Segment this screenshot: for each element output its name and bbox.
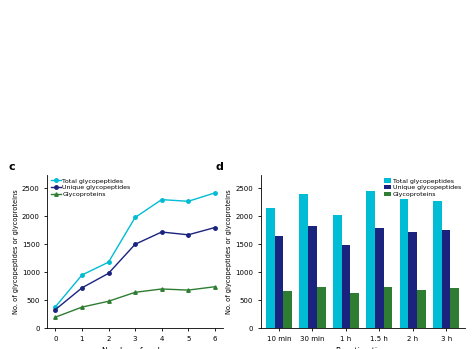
Bar [450, 288, 459, 328]
Glycoproteins [53, 315, 58, 319]
Glycoproteins [185, 288, 191, 292]
Bar [409, 232, 417, 328]
Total glycopeptides [79, 273, 85, 277]
Bar [300, 194, 308, 328]
Unique glycopeptides [53, 307, 58, 312]
Glycoproteins [106, 299, 111, 303]
Unique glycopeptides [132, 242, 138, 246]
Total glycopeptides [185, 199, 191, 203]
Glycoproteins [132, 290, 138, 295]
Glycoproteins [159, 287, 164, 291]
Bar [333, 215, 342, 328]
X-axis label: Reaction time: Reaction time [336, 347, 389, 349]
Bar [417, 290, 426, 328]
Glycoproteins [79, 305, 85, 309]
Bar [433, 201, 442, 328]
Bar [317, 287, 326, 328]
Legend: Total glycopeptides, Unique glycopeptides, Glycoproteins: Total glycopeptides, Unique glycopeptide… [51, 178, 131, 198]
Total glycopeptides [106, 260, 111, 264]
Unique glycopeptides [185, 233, 191, 237]
Line: Glycoproteins: Glycoproteins [54, 285, 217, 319]
Bar [342, 245, 350, 328]
Unique glycopeptides [159, 230, 164, 234]
Y-axis label: No. of glycopeptides or glycoproteins: No. of glycopeptides or glycoproteins [226, 189, 232, 314]
Y-axis label: No. of glycopeptides or glycoproteins: No. of glycopeptides or glycoproteins [13, 189, 19, 314]
Bar [283, 291, 292, 328]
Unique glycopeptides [106, 271, 111, 275]
Text: c: c [9, 162, 16, 172]
Bar [266, 208, 275, 328]
Total glycopeptides [53, 305, 58, 309]
Total glycopeptides [212, 191, 218, 195]
Bar [383, 287, 392, 328]
X-axis label: Number of cycles: Number of cycles [102, 347, 168, 349]
Unique glycopeptides [212, 225, 218, 230]
Bar [308, 227, 317, 328]
Legend: Total glycopeptides, Unique glycopeptides, Glycoproteins: Total glycopeptides, Unique glycopeptide… [384, 178, 461, 198]
Bar [400, 199, 409, 328]
Total glycopeptides [132, 215, 138, 220]
Bar [350, 294, 359, 328]
Glycoproteins [212, 285, 218, 289]
Text: d: d [216, 162, 224, 172]
Bar [442, 230, 450, 328]
Line: Unique glycopeptides: Unique glycopeptides [54, 226, 217, 311]
Bar [375, 228, 383, 328]
Bar [275, 236, 283, 328]
Total glycopeptides [159, 198, 164, 202]
Line: Total glycopeptides: Total glycopeptides [54, 191, 217, 309]
Bar [366, 191, 375, 328]
Unique glycopeptides [79, 286, 85, 290]
